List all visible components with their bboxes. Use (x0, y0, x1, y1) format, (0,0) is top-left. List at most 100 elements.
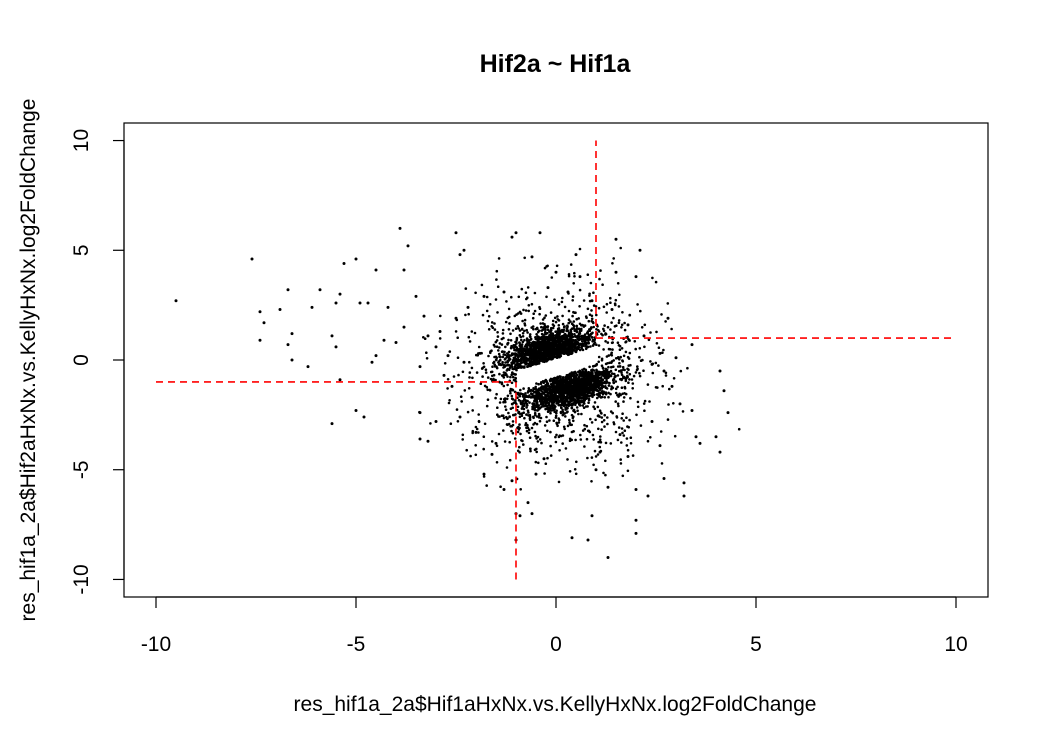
scatter-point (555, 334, 559, 338)
scatter-point (618, 392, 621, 396)
scatter-point (590, 336, 594, 339)
scatter-point (475, 427, 479, 431)
scatter-point (539, 341, 543, 344)
scatter-point (505, 466, 509, 469)
scatter-point (614, 391, 618, 395)
scatter-point (594, 418, 597, 422)
scatter-point (531, 389, 535, 393)
scatter-point (636, 400, 640, 404)
scatter-point (572, 384, 576, 387)
scatter-point (626, 455, 630, 459)
scatter-point (557, 480, 561, 484)
scatter-point (460, 400, 464, 403)
scatter-point (523, 404, 526, 407)
scatter-point (585, 373, 588, 376)
scatter-point (523, 345, 527, 348)
scatter-point (474, 430, 478, 434)
scatter-point (570, 536, 574, 540)
scatter-point (521, 393, 524, 396)
scatter-point (527, 387, 531, 390)
scatter-point (507, 359, 511, 362)
plot-frame (123, 122, 989, 598)
scatter-point (541, 403, 545, 407)
scatter-point (318, 288, 322, 292)
scatter-point (439, 314, 442, 318)
scatter-point (605, 311, 608, 314)
scatter-point (537, 362, 541, 365)
scatter-point (507, 364, 511, 367)
scatter-point (580, 386, 583, 390)
scatter-point (528, 436, 532, 440)
scatter-point (601, 333, 604, 337)
scatter-point (582, 299, 586, 302)
scatter-point (532, 404, 535, 408)
scatter-point (598, 409, 602, 413)
scatter-point (495, 444, 499, 448)
scatter-point (714, 435, 718, 439)
scatter-point (625, 437, 629, 440)
scatter-point (564, 447, 568, 450)
scatter-point (568, 437, 572, 441)
scatter-point (614, 387, 618, 391)
scatter-point (549, 345, 552, 349)
scatter-point (622, 434, 626, 437)
scatter-point (434, 345, 438, 349)
scatter-point (540, 348, 543, 352)
scatter-point (558, 383, 562, 386)
scatter-point (590, 480, 593, 483)
scatter-point (597, 344, 601, 347)
scatter-point (589, 345, 592, 348)
scatter-point (617, 319, 621, 322)
scatter-point (550, 329, 553, 332)
scatter-point (546, 328, 550, 332)
scatter-point (570, 322, 574, 326)
scatter-point (557, 386, 561, 389)
scatter-point (570, 371, 574, 375)
scatter-point (535, 382, 538, 385)
scatter-point (639, 309, 642, 313)
scatter-point (573, 468, 577, 471)
scatter-point (495, 461, 499, 464)
scatter-point (651, 362, 655, 366)
scatter-point (530, 302, 534, 306)
scatter-point (492, 343, 496, 347)
scatter-point (515, 349, 518, 352)
scatter-point (503, 358, 507, 361)
scatter-point (545, 340, 549, 344)
scatter-point (527, 304, 531, 307)
scatter-point (566, 324, 569, 328)
scatter-point (629, 396, 632, 400)
scatter-point (493, 328, 497, 331)
scatter-point (508, 440, 512, 444)
scatter-point (626, 469, 630, 473)
scatter-point (561, 408, 564, 412)
scatter-point (438, 337, 442, 340)
scatter-point (452, 375, 456, 378)
scatter-point (527, 390, 530, 394)
scatter-point (568, 379, 572, 382)
scatter-point (544, 462, 548, 466)
scatter-point (554, 405, 557, 408)
scatter-point (506, 423, 509, 427)
scatter-point (510, 381, 514, 385)
scatter-point (523, 366, 526, 369)
scatter-point (174, 299, 178, 303)
scatter-point (290, 332, 294, 336)
scatter-point (581, 404, 584, 407)
scatter-point (520, 356, 523, 359)
scatter-point (555, 399, 558, 403)
scatter-point (607, 384, 611, 387)
scatter-point (502, 384, 506, 388)
scatter-point (529, 449, 532, 453)
scatter-point (286, 288, 290, 292)
scatter-point (512, 413, 515, 417)
reference-lines-layer (156, 140, 956, 580)
scatter-point (646, 439, 650, 443)
scatter-point (596, 453, 600, 456)
scatter-point (524, 362, 527, 365)
scatter-point (529, 338, 532, 341)
scatter-point (525, 346, 529, 350)
scatter-point (518, 445, 521, 449)
scatter-point (542, 352, 546, 355)
scatter-point (606, 485, 610, 489)
